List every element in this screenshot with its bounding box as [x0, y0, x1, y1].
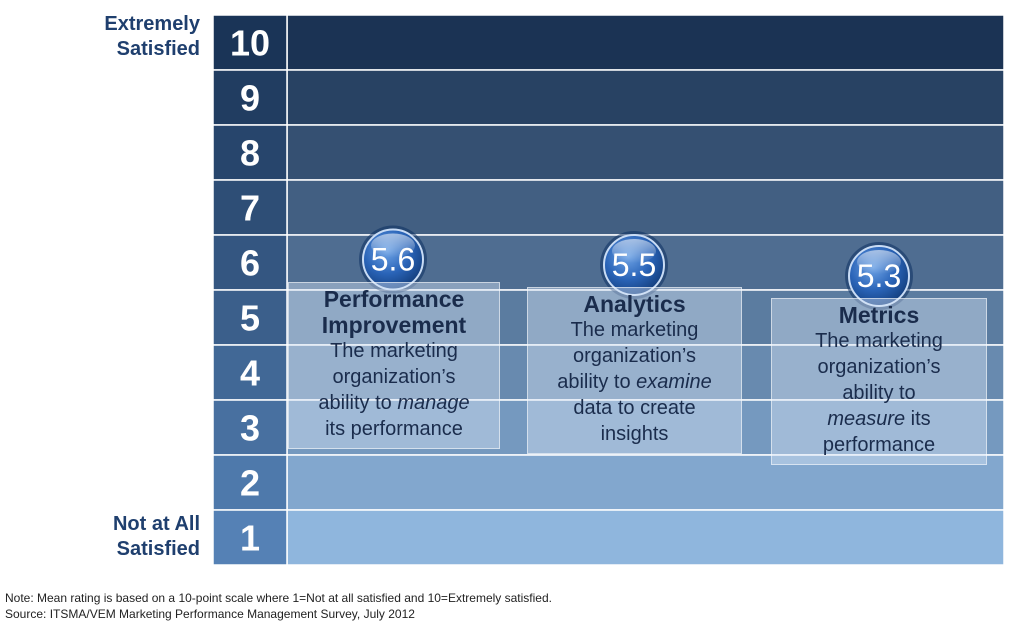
- category-title: Performance Improvement: [321, 285, 467, 338]
- tick-label-5: 5: [240, 298, 260, 339]
- scale-band-4: [286, 344, 1005, 401]
- tick-label-3: 3: [240, 408, 260, 449]
- bottom-scale-label: Not at All Satisfied: [112, 513, 200, 560]
- tick-cell-3: [212, 399, 288, 456]
- category-description: The marketing organization’s ability to …: [528, 317, 741, 447]
- description-text: its performance: [325, 417, 463, 440]
- tick-label-10: 10: [230, 23, 270, 64]
- description-emphasis: examine: [636, 371, 712, 393]
- category-card-3: Metrics The marketing organization’s abil…: [771, 298, 987, 465]
- tick-cell-2: [212, 454, 288, 511]
- top-scale-label: Extremely Satisfied: [104, 13, 200, 60]
- tick-label-9: 9: [240, 78, 260, 119]
- value-bubble-1: 5.6: [359, 225, 427, 294]
- tick-cell-5: [212, 289, 288, 346]
- tick-cell-6: [212, 234, 288, 291]
- tick-label-8: 8: [240, 133, 260, 174]
- tick-label-1: 1: [240, 518, 260, 559]
- tick-cell-1: [212, 509, 288, 566]
- value-bubble-3: 5.3: [845, 242, 913, 310]
- description-text: The marketing organization’s ability to: [557, 319, 699, 393]
- scale-band-10: [286, 14, 1005, 71]
- footnote: Note: Mean rating is based on a 10-point…: [5, 591, 552, 605]
- tick-label-6: 6: [240, 243, 260, 284]
- description-text: its performance: [822, 408, 936, 456]
- description-emphasis: measure: [827, 408, 906, 430]
- category-card-1: Performance Improvement The marketing org…: [288, 281, 500, 449]
- category-card-2: Analytics The marketing organization’s ab…: [527, 287, 742, 454]
- value-label-2: 5.5: [612, 247, 656, 283]
- category-description: The marketing organization’s ability to …: [772, 328, 986, 458]
- tick-cell-4: [212, 344, 288, 401]
- value-label-1: 5.6: [371, 242, 415, 278]
- value-bubbles: 5.6 5.5 5.3: [359, 225, 913, 310]
- scale-band-1: [286, 509, 1005, 566]
- description-text: The marketing organization’s ability to: [318, 339, 458, 414]
- tick-label-4: 4: [240, 353, 260, 394]
- value-bubble-2: 5.5: [600, 231, 668, 299]
- tick-label-7: 7: [240, 188, 260, 229]
- category-title: Metrics: [838, 302, 920, 328]
- scale-band-9: [286, 69, 1005, 126]
- source-line: Source: ITSMA/VEM Marketing Performance …: [5, 607, 415, 621]
- tick-label-2: 2: [240, 463, 260, 504]
- scale-band-8: [286, 124, 1005, 181]
- category-title: Analytics: [583, 291, 686, 317]
- description-text: The marketing organization’s ability to: [815, 330, 943, 404]
- tick-cell-10: [212, 14, 288, 71]
- value-label-3: 5.3: [857, 258, 901, 294]
- category-description: The marketing organization’s ability to …: [289, 338, 499, 442]
- description-text: data to create insights: [573, 397, 696, 445]
- description-emphasis: manage: [397, 391, 470, 414]
